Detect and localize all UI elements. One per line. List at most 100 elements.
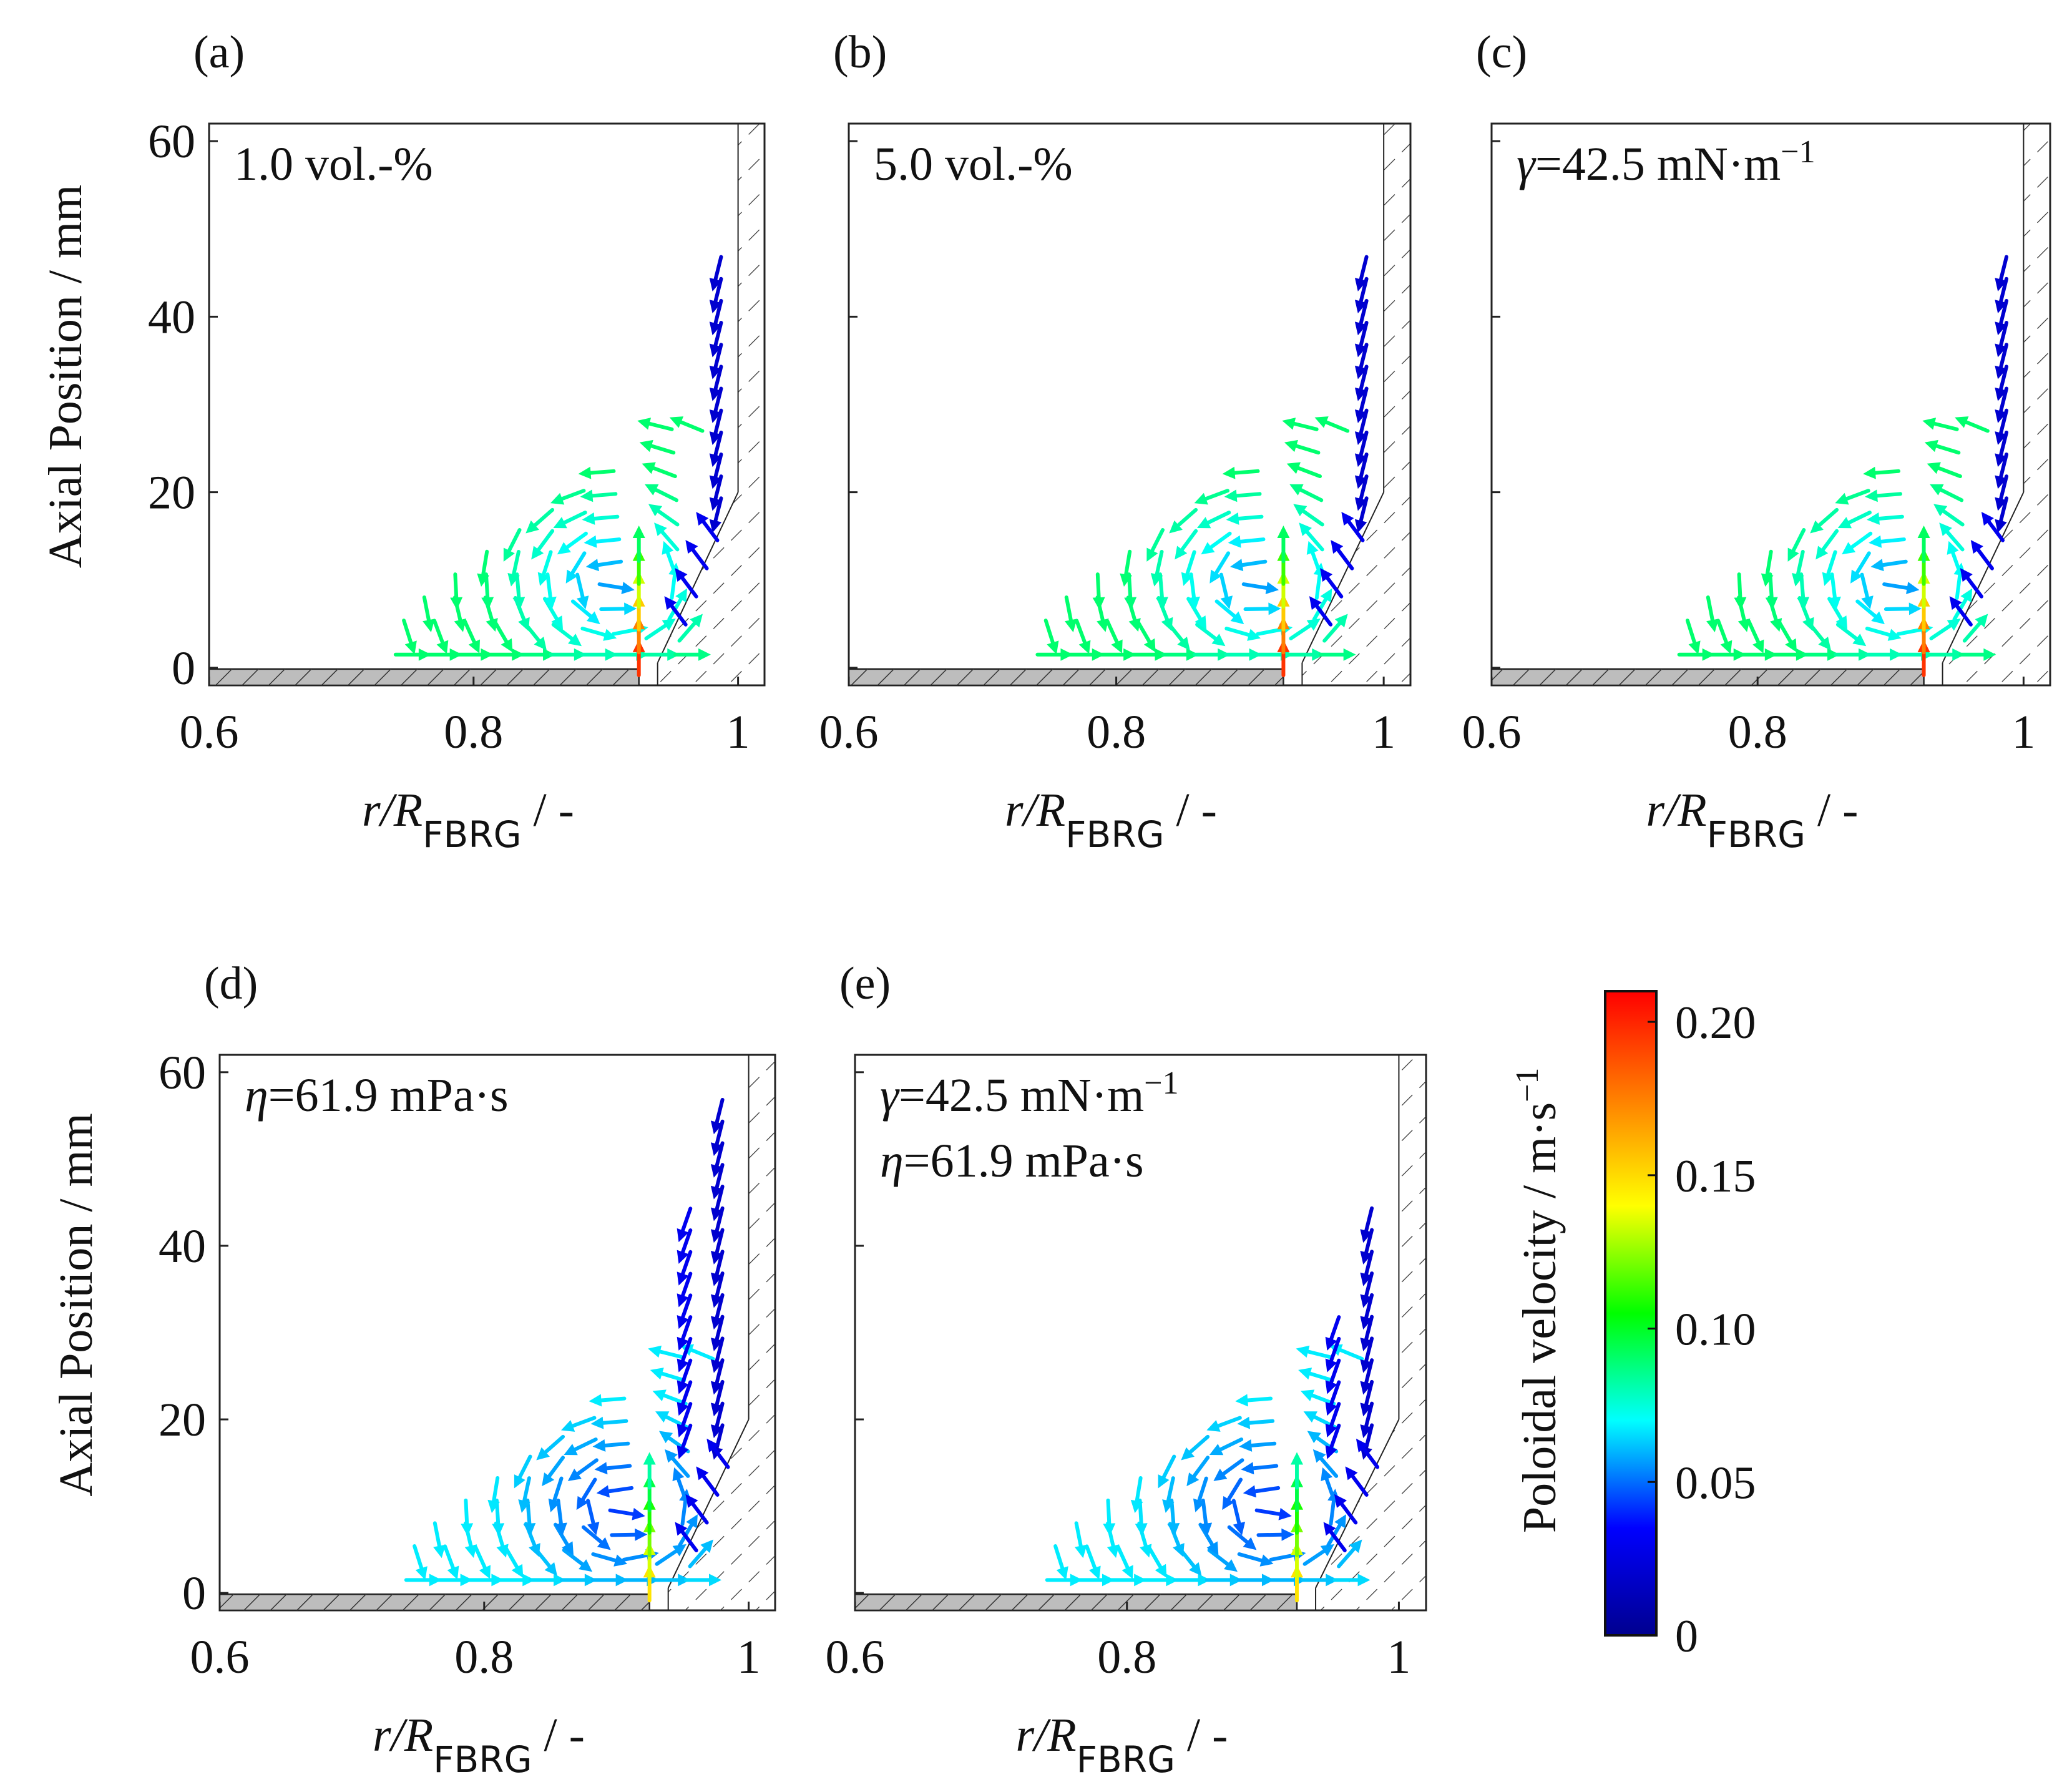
velocity-arrow: [664, 596, 688, 627]
velocity-arrow: [709, 453, 723, 489]
velocity-arrow: [1194, 489, 1229, 505]
velocity-arrow: [709, 474, 723, 511]
velocity-arrow: [1312, 588, 1332, 622]
velocity-arrow: [590, 1416, 628, 1429]
panel-annotation: 5.0 vol.-%: [874, 138, 1073, 190]
velocity-arrow: [432, 619, 449, 654]
velocity-arrow: [537, 550, 553, 586]
velocity-arrow: [1792, 549, 1805, 587]
velocity-arrow: [1035, 648, 1073, 661]
velocity-arrow: [523, 1498, 536, 1536]
velocity-arrow: [1685, 619, 1701, 655]
velocity-arrow: [1043, 619, 1059, 655]
velocity-arrow: [1287, 648, 1325, 661]
velocity-arrow: [1995, 298, 2009, 336]
velocity-arrow: [1167, 1498, 1180, 1536]
velocity-arrow: [1332, 1574, 1371, 1587]
velocity-arrow: [1241, 582, 1279, 594]
colorbar: 0 0.05 0.10 0.15 0.20 Poloidal velocity / m·s…: [1510, 990, 1756, 1662]
x-tick-label: 0.6: [819, 706, 879, 758]
cone-line: [657, 492, 739, 663]
velocity-arrow: [1130, 1476, 1143, 1514]
x-tick-label: 0.6: [190, 1631, 250, 1683]
panel-b: 0.6 0.8 1 r/RFBRG / - (b) 5.0 vol.-%: [819, 27, 1412, 856]
velocity-arrow: [1207, 1548, 1238, 1572]
velocity-arrow: [1306, 541, 1322, 577]
velocity-arrow: [710, 1336, 725, 1373]
panel-annotation: η=61.9 mPa·s: [880, 1135, 1144, 1187]
velocity-arrow: [1354, 343, 1369, 379]
velocity-arrow: [1677, 648, 1715, 661]
velocity-arrow: [1360, 1206, 1374, 1243]
velocity-arrow: [1289, 619, 1321, 640]
velocity-arrow: [1869, 535, 1906, 548]
velocity-arrow: [652, 1389, 688, 1406]
velocity-arrow: [1360, 1250, 1374, 1286]
velocity-arrow: [1235, 1394, 1273, 1407]
x-tick-label: 0.8: [454, 1631, 514, 1683]
colorbar-label: Poloidal velocity / m·s−1: [1510, 1068, 1566, 1534]
velocity-arrow: [473, 1544, 491, 1579]
gas-pipe-hatch: [1492, 668, 1924, 685]
velocity-arrow: [1085, 1544, 1101, 1580]
velocity-arrow: [1146, 528, 1165, 562]
x-axis-label: r/RFBRG / -: [1016, 1709, 1228, 1777]
velocity-arrow: [422, 595, 435, 632]
velocity-arrow: [696, 512, 720, 542]
x-tick-label: 1: [1387, 1631, 1410, 1683]
velocity-arrow: [597, 582, 635, 594]
velocity-arrow: [1354, 386, 1369, 423]
colorbar-tick-label: 0.10: [1675, 1305, 1756, 1356]
velocity-arrow: [1325, 1315, 1341, 1351]
velocity-arrow: [1865, 648, 1903, 661]
velocity-arrow: [1314, 416, 1350, 433]
vector-field: [393, 255, 723, 677]
velocity-arrow: [1231, 1499, 1246, 1535]
x-tick-label: 0.8: [1087, 706, 1146, 758]
velocity-arrow: [1981, 512, 2005, 542]
velocity-arrow: [1222, 466, 1260, 479]
velocity-arrow: [709, 255, 723, 291]
velocity-arrow: [696, 1466, 720, 1497]
velocity-arrow: [610, 1528, 648, 1541]
y-axis-label: Axial Position / mm: [39, 185, 92, 568]
vessel-wall: [668, 1055, 775, 1610]
x-tick-label: 1: [1372, 706, 1395, 758]
velocity-arrow: [1135, 619, 1156, 653]
velocity-arrow: [1241, 1462, 1279, 1475]
velocity-arrow: [553, 511, 587, 529]
velocity-arrow: [710, 1119, 725, 1157]
velocity-arrow: [1161, 648, 1199, 661]
velocity-arrow: [608, 1507, 645, 1520]
velocity-arrow: [1158, 1454, 1176, 1489]
velocity-arrow: [1162, 1476, 1175, 1513]
velocity-arrow: [675, 1522, 698, 1552]
colorbar-tick-label: 0.05: [1675, 1457, 1756, 1509]
cone-line: [1315, 1419, 1400, 1589]
velocity-arrow: [1105, 619, 1123, 654]
y-tick-label: 60: [159, 1047, 206, 1099]
velocity-arrow: [575, 572, 589, 610]
vessel-wall: [1942, 124, 2050, 685]
velocity-arrow: [1360, 1293, 1374, 1330]
velocity-arrow: [432, 1521, 446, 1559]
velocity-arrow: [1870, 559, 1908, 572]
x-tick-label: 1: [726, 706, 750, 758]
velocity-arrow: [1155, 572, 1168, 610]
velocity-arrow: [1929, 619, 1961, 640]
velocity-arrow: [709, 343, 723, 379]
vector-field: [1045, 1206, 1380, 1603]
velocity-arrow: [1835, 622, 1867, 647]
velocity-arrow: [1810, 507, 1839, 534]
velocity-arrow: [1360, 1336, 1374, 1373]
velocity-arrow: [544, 572, 557, 610]
velocity-arrow: [677, 1315, 693, 1351]
velocity-arrow: [1771, 648, 1809, 661]
velocity-arrow: [1298, 1368, 1334, 1383]
velocity-arrow: [1995, 277, 2009, 314]
velocity-arrow: [1243, 1485, 1281, 1498]
velocity-arrow: [1797, 572, 1810, 610]
velocity-arrow: [1354, 408, 1369, 445]
velocity-arrow: [1325, 1336, 1341, 1373]
